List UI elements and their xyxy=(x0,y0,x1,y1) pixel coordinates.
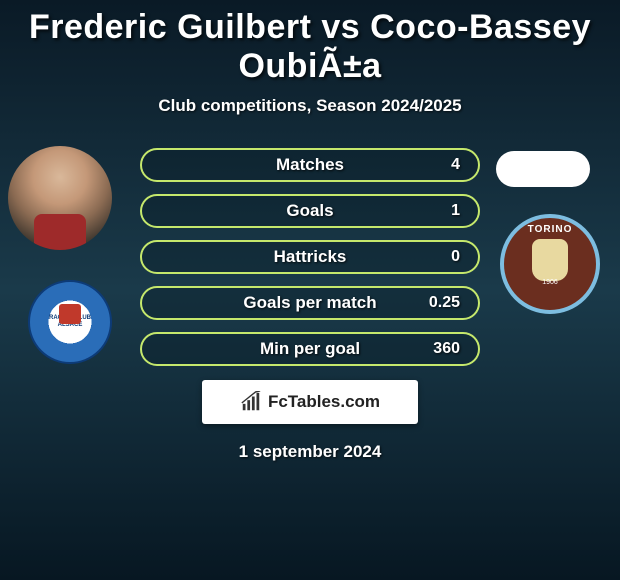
stat-label: Min per goal xyxy=(260,339,360,359)
stat-right-value: 1 xyxy=(451,202,460,220)
stats-list: Matches 4 Goals 1 Hattricks 0 Goals per … xyxy=(140,146,480,366)
stat-row: Min per goal 360 xyxy=(140,332,480,366)
brand-watermark: FcTables.com xyxy=(202,380,418,424)
brand-text: FcTables.com xyxy=(268,392,380,412)
player-left-avatar xyxy=(8,146,112,250)
club-left-label: RACING CLUB ALSACE xyxy=(45,315,95,328)
stat-row: Goals per match 0.25 xyxy=(140,286,480,320)
stat-right-value: 360 xyxy=(433,340,460,358)
bull-icon xyxy=(532,239,568,281)
club-right-badge: TORINO 1906 xyxy=(500,214,600,314)
stat-row: Matches 4 xyxy=(140,148,480,182)
club-right-label: TORINO xyxy=(504,218,596,235)
stat-label: Matches xyxy=(276,155,344,175)
stat-row: Hattricks 0 xyxy=(140,240,480,274)
page-subtitle: Club competitions, Season 2024/2025 xyxy=(0,96,620,116)
stat-right-value: 0 xyxy=(451,248,460,266)
club-left-badge: RACING CLUB ALSACE xyxy=(28,280,112,364)
stat-label: Goals xyxy=(286,201,333,221)
stat-label: Hattricks xyxy=(274,247,347,267)
chart-icon xyxy=(240,391,262,413)
stat-row: Goals 1 xyxy=(140,194,480,228)
stat-label: Goals per match xyxy=(243,293,376,313)
comparison-content: RACING CLUB ALSACE TORINO 1906 Matches 4… xyxy=(0,146,620,462)
club-right-year: 1906 xyxy=(504,279,596,286)
player-right-placeholder xyxy=(496,151,590,187)
stat-right-value: 0.25 xyxy=(429,294,460,312)
date-label: 1 september 2024 xyxy=(0,442,620,462)
stat-right-value: 4 xyxy=(451,156,460,174)
page-title: Frederic Guilbert vs Coco-Bassey OubiÃ±a xyxy=(0,0,620,86)
